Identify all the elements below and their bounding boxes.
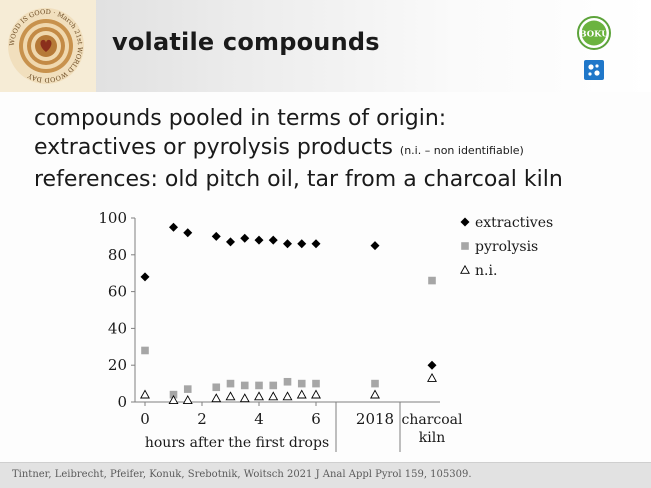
ni-point <box>168 395 179 404</box>
extractives-legend-label: extractives <box>475 215 553 231</box>
ni-point <box>182 395 193 404</box>
x-tick-label: 6 <box>311 410 321 428</box>
reference-charcoal-label: charcoal <box>402 412 464 428</box>
tree-rings-logo-icon: WOOD IS GOOD · March 21st WORLD WOOD DAY <box>8 8 84 84</box>
extractives-point <box>226 237 235 247</box>
ni-legend-marker <box>460 264 470 274</box>
extractives-point <box>240 233 250 243</box>
extractives-point <box>169 222 178 232</box>
x-axis-title: hours after the first drops <box>145 435 329 451</box>
boku-logo-icon: BOKU <box>577 16 611 50</box>
ni-point <box>311 389 321 399</box>
institute-logo-icon <box>584 60 604 80</box>
ni-point <box>239 393 250 403</box>
extractives-point-2018 <box>370 241 380 251</box>
extractives-point <box>254 235 264 245</box>
ni-point-2018 <box>370 389 380 399</box>
ni-point <box>282 391 293 401</box>
x-tick-label: 0 <box>140 410 150 428</box>
y-tick-label: 40 <box>108 319 127 337</box>
extractives-point <box>311 239 321 249</box>
body-line-2: extractives or pyrolysis products (n.i. … <box>34 133 644 165</box>
ni-point <box>140 389 150 399</box>
extractives-point <box>283 239 292 249</box>
pyrolysis-legend-label: pyrolysis <box>475 239 538 255</box>
pyrolysis-point <box>283 377 292 386</box>
footer-citation: Tintner, Leibrecht, Pfeifer, Konuk, Sreb… <box>12 469 472 480</box>
y-tick-label: 60 <box>108 283 127 301</box>
pyrolysis-point <box>183 385 192 393</box>
slide-header <box>0 0 651 92</box>
extractives-point <box>297 239 307 249</box>
ni-point <box>211 393 222 403</box>
page-title: volatile compounds <box>112 28 380 56</box>
pyrolysis-point <box>269 381 278 390</box>
pyrolysis-point <box>240 381 249 390</box>
reference-kiln-label: kiln <box>419 430 445 446</box>
x-tick-label: 2 <box>197 410 207 428</box>
pyrolysis-point <box>212 383 221 392</box>
pyrolysis-point <box>297 379 306 388</box>
extractives-point <box>211 231 221 241</box>
pyrolysis-point <box>226 379 235 388</box>
extractives-point <box>268 235 278 245</box>
extractives-point <box>183 228 193 238</box>
pyrolysis-point <box>312 379 320 388</box>
pyrolysis-point <box>255 381 263 390</box>
pyrolysis-point <box>169 390 178 399</box>
slide-body: compounds pooled in terms of origin: ext… <box>34 104 644 194</box>
ni-point <box>296 389 307 399</box>
ni-point-kiln <box>427 372 437 382</box>
extractives-point-kiln <box>427 360 437 370</box>
extractives-legend-marker <box>460 217 470 227</box>
body-line-2-note: (n.i. – non identifiable) <box>399 144 524 157</box>
reference-2018-label: 2018 <box>356 410 394 428</box>
y-tick-label: 20 <box>108 356 127 374</box>
x-tick-label: 4 <box>254 410 264 428</box>
footer-bar: Tintner, Leibrecht, Pfeifer, Konuk, Sreb… <box>0 462 651 488</box>
body-line-1: compounds pooled in terms of origin: <box>34 106 447 131</box>
svg-text:BOKU: BOKU <box>579 30 609 40</box>
body-line-3: references: old pitch oil, tar from a ch… <box>34 167 563 192</box>
heart-icon <box>40 39 52 52</box>
pyrolysis-point-2018 <box>371 379 379 388</box>
y-tick-label: 100 <box>98 209 127 227</box>
body-line-2-text: extractives or pyrolysis products <box>34 135 393 160</box>
ni-point <box>268 391 279 401</box>
ni-legend-label: n.i. <box>475 263 497 279</box>
pyrolysis-legend-marker <box>461 242 469 250</box>
pyrolysis-point-kiln <box>428 276 436 285</box>
y-tick-label: 0 <box>117 393 127 411</box>
wood-day-logo: WOOD IS GOOD · March 21st WORLD WOOD DAY <box>0 0 96 92</box>
extractives-point <box>140 272 150 282</box>
ni-point <box>254 391 264 401</box>
ni-point <box>225 391 236 401</box>
y-tick-label: 80 <box>108 246 127 264</box>
pyrolysis-point <box>141 346 149 355</box>
